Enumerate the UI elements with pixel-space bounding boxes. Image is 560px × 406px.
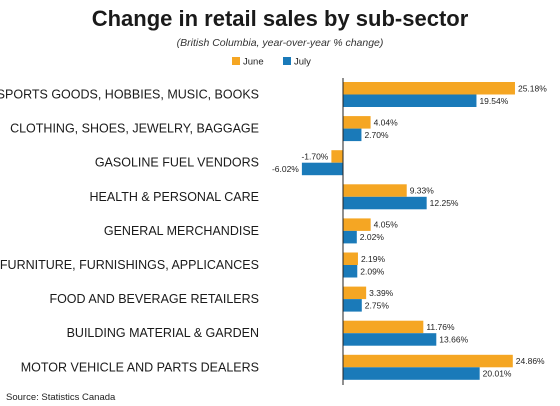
- data-label-july: 2.02%: [360, 232, 385, 242]
- chart-title: Change in retail sales by sub-sector: [91, 6, 469, 31]
- data-label-june: 9.33%: [410, 186, 435, 196]
- data-label-june: 24.86%: [516, 356, 545, 366]
- category-label: SPORTS GOODS, HOBBIES, MUSIC, BOOKS: [0, 88, 259, 102]
- bar-june: [343, 286, 367, 300]
- legend-label-july: July: [294, 57, 311, 68]
- bar-july: [301, 162, 343, 176]
- legend-swatch-july: [283, 57, 291, 65]
- bar-july: [343, 94, 477, 107]
- data-label-july: 2.75%: [365, 300, 390, 310]
- data-label-june: -1.70%: [301, 151, 328, 161]
- bar-july: [343, 128, 362, 142]
- source-note: Source: Statistics Canada: [6, 392, 116, 403]
- bar-july: [343, 230, 357, 244]
- bar-june: [343, 354, 513, 368]
- data-label-july: 13.66%: [439, 334, 468, 344]
- category-label: GENERAL MERCHANDISE: [104, 224, 259, 238]
- bar-june: [343, 218, 371, 231]
- category-label: FURNITURE, FURNISHINGS, APPLICANCES: [0, 258, 259, 272]
- category-label: MOTOR VEHICLE AND PARTS DEALERS: [21, 360, 259, 374]
- bar-june: [343, 320, 424, 334]
- bar-june: [331, 150, 343, 163]
- data-label-july: 2.09%: [360, 266, 385, 276]
- data-label-july: 2.70%: [364, 130, 389, 140]
- data-label-july: 19.54%: [479, 96, 508, 106]
- bar-july: [343, 333, 437, 346]
- bar-june: [343, 252, 358, 265]
- bar-june: [343, 116, 371, 129]
- category-label: BUILDING MATERIAL & GARDEN: [67, 326, 259, 340]
- legend-swatch-june: [232, 57, 240, 65]
- bar-july: [343, 196, 427, 210]
- data-label-june: 2.19%: [361, 254, 386, 264]
- bar-july: [343, 367, 480, 380]
- data-label-july: 12.25%: [430, 198, 459, 208]
- data-label-june: 11.76%: [426, 322, 455, 332]
- bar-july: [343, 265, 358, 278]
- category-label: HEALTH & PERSONAL CARE: [90, 190, 260, 204]
- data-label-june: 3.39%: [369, 288, 394, 298]
- data-label-july: -6.02%: [272, 164, 299, 174]
- category-label: GASOLINE FUEL VENDORS: [95, 156, 259, 170]
- data-label-june: 25.18%: [518, 83, 547, 93]
- data-label-june: 4.05%: [374, 220, 399, 230]
- category-label: CLOTHING, SHOES, JEWELRY, BAGGAGE: [10, 122, 259, 136]
- bar-june: [343, 184, 407, 197]
- legend-label-june: June: [243, 57, 264, 68]
- data-label-june: 4.04%: [374, 117, 399, 127]
- chart-subtitle: (British Columbia, year-over-year % chan…: [176, 37, 384, 49]
- data-label-july: 20.01%: [483, 369, 512, 379]
- bar-july: [343, 299, 362, 312]
- bar-june: [343, 82, 515, 95]
- category-label: FOOD AND BEVERAGE RETAILERS: [49, 292, 259, 306]
